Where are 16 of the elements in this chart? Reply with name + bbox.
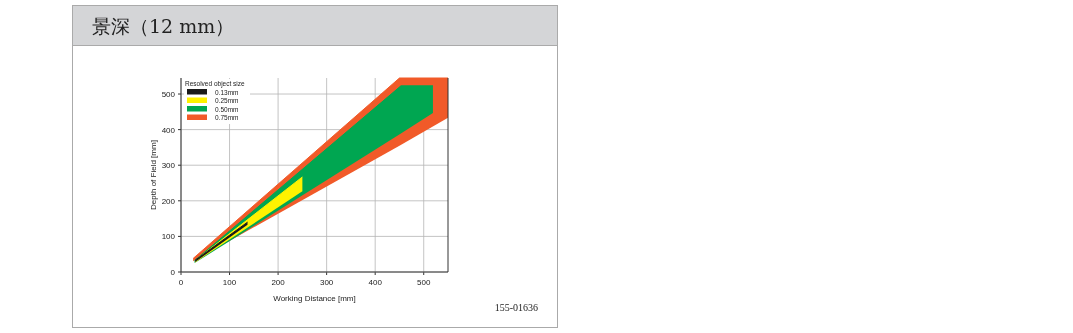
y-tick-label: 0 [170, 268, 176, 277]
x-tick-label: 0 [178, 278, 184, 287]
x-tick-label: 300 [319, 278, 334, 287]
x-tick-label: 400 [368, 278, 383, 287]
y-tick-label: 400 [161, 125, 176, 135]
x-tick-label: 500 [417, 278, 431, 287]
chart-title: 景深（12 mm） [92, 15, 235, 37]
y-tick-label: 500 [161, 90, 176, 100]
x-tick-label: 100 [222, 278, 237, 287]
x-tick-label: 200 [271, 278, 286, 287]
text: 155-01636 [494, 302, 538, 313]
y-tick-label: 200 [161, 196, 176, 206]
x-axis-title: Working Distance [mm] [273, 294, 356, 303]
y-axis-title: Depth of Field [mm] [149, 140, 158, 210]
y-tick-label: 300 [161, 161, 176, 171]
y-tick-label: 100 [161, 232, 176, 242]
